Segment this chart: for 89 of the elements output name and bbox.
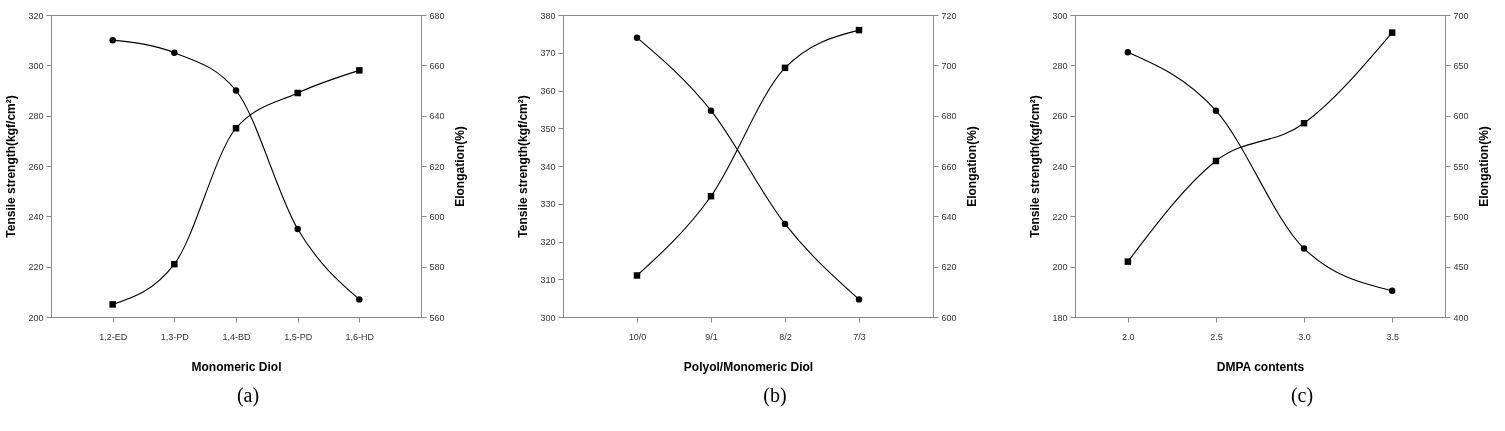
point <box>1388 29 1396 36</box>
point <box>109 301 116 308</box>
point <box>356 296 363 303</box>
x-tick-label: 2.0 <box>1122 331 1135 342</box>
y-tick-label: 380 <box>540 10 556 21</box>
x-tick-label: 2.5 <box>1210 331 1223 342</box>
y-tick-label: 360 <box>540 86 556 96</box>
x-axis-title: Monomeric Diol <box>191 359 282 374</box>
x-tick-label: 1,5-PD <box>284 331 313 342</box>
text: (c) <box>1290 384 1314 407</box>
x-tick-label: 8/2 <box>779 331 792 342</box>
y-tick-label: 330 <box>540 199 556 210</box>
y2-tick-label: 450 <box>1453 262 1469 273</box>
point <box>1300 245 1308 252</box>
y2-tick-label: 640 <box>941 211 957 222</box>
x-axis-title: Polyol/Monomeric Diol <box>683 359 814 374</box>
point <box>232 87 240 94</box>
y-tick-label: 370 <box>540 48 556 59</box>
y2-tick-label: 680 <box>429 10 445 21</box>
text: (a) <box>236 384 260 407</box>
x-tick-label: 1,2-ED <box>99 331 128 342</box>
point <box>294 225 301 233</box>
y-axis-title: Tensile strength(kgf/cm²) <box>516 95 531 238</box>
y-tick-label: 200 <box>1052 262 1068 273</box>
point <box>171 260 178 268</box>
y2-axis-title: Elongation(%) <box>452 126 467 207</box>
y2-tick-label: 660 <box>429 60 445 71</box>
y2-tick-label: 560 <box>429 312 445 323</box>
y2-tick-label: 680 <box>941 111 957 122</box>
point <box>781 220 789 228</box>
x-axis-title: DMPA contents <box>1216 359 1305 374</box>
point <box>633 34 641 41</box>
y2-tick-label: 620 <box>429 161 445 172</box>
point <box>707 107 715 114</box>
point <box>1124 258 1132 265</box>
y-tick-label: 350 <box>540 123 556 134</box>
x-tick-label: 10/0 <box>628 331 647 342</box>
y2-tick-label: 580 <box>429 262 445 273</box>
point <box>1388 287 1396 295</box>
y2-axis-title: Elongation(%) <box>964 126 979 207</box>
x-tick-label: 7/3 <box>853 331 866 342</box>
y2-tick-label: 640 <box>429 111 445 122</box>
point <box>1212 107 1220 114</box>
y-tick-label: 300 <box>540 312 556 323</box>
y2-tick-label: 620 <box>941 262 957 273</box>
y-tick-label: 300 <box>28 60 44 71</box>
y2-axis-title: Elongation(%) <box>1476 126 1491 207</box>
y-tick-label: 310 <box>540 274 556 285</box>
y2-tick-label: 600 <box>941 312 957 323</box>
y2-tick-label: 700 <box>941 60 957 71</box>
point <box>294 89 301 97</box>
x-tick-label: 3.0 <box>1298 331 1311 342</box>
x-tick-label: 1,3-PD <box>160 331 190 342</box>
y2-tick-label: 720 <box>941 10 957 21</box>
y2-tick-label: 550 <box>1453 161 1469 172</box>
x-tick-label: 1,4-BD <box>222 331 251 342</box>
y-tick-label: 280 <box>28 111 44 122</box>
y-tick-label: 340 <box>540 161 556 172</box>
y2-tick-label: 500 <box>1453 211 1469 222</box>
y-tick-label: 260 <box>28 161 44 172</box>
y2-tick-label: 700 <box>1453 10 1469 21</box>
y2-tick-label: 600 <box>429 211 445 222</box>
point <box>171 49 178 56</box>
point <box>855 296 863 303</box>
text: (b) <box>763 384 787 407</box>
y-tick-label: 320 <box>28 10 44 21</box>
y-tick-label: 240 <box>28 211 44 222</box>
y2-tick-label: 400 <box>1453 312 1469 323</box>
y-tick-label: 260 <box>1052 111 1068 122</box>
x-tick-label: 9/1 <box>705 331 718 342</box>
y-tick-label: 300 <box>1052 10 1068 21</box>
point <box>356 67 363 74</box>
y-axis-title: Tensile strength(kgf/cm²) <box>4 95 19 238</box>
point <box>633 272 641 279</box>
y-tick-label: 220 <box>28 262 44 273</box>
y-tick-label: 280 <box>1052 60 1068 71</box>
y-tick-label: 180 <box>1052 312 1068 323</box>
point <box>1124 49 1132 56</box>
y-axis-title: Tensile strength(kgf/cm²) <box>1028 95 1043 238</box>
x-tick-label: 1,6-HD <box>345 331 375 342</box>
y-tick-label: 320 <box>540 237 556 247</box>
y-tick-label: 220 <box>1052 211 1068 222</box>
y-tick-label: 240 <box>1052 161 1068 172</box>
point <box>109 36 116 44</box>
y2-tick-label: 660 <box>941 161 957 172</box>
y-tick-label: 200 <box>28 312 44 323</box>
y2-tick-label: 600 <box>1453 111 1469 122</box>
y2-tick-label: 650 <box>1453 60 1469 71</box>
x-tick-label: 3.5 <box>1386 331 1399 342</box>
